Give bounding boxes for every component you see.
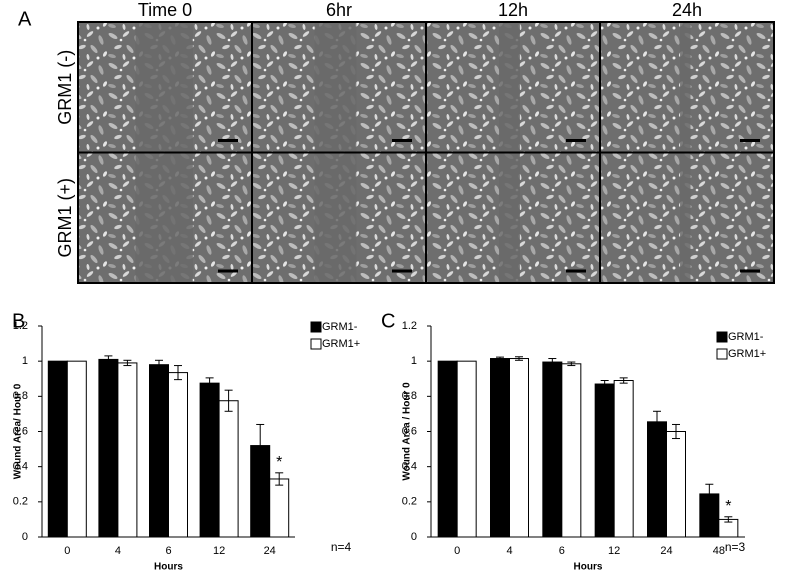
- bar: [98, 358, 119, 538]
- y-tick-label: 1.2: [13, 320, 28, 332]
- wound-gap: [680, 152, 691, 283]
- bar: [66, 360, 87, 538]
- bar: [613, 380, 634, 538]
- error-bar: [548, 358, 557, 367]
- y-tick-label: 1: [411, 355, 417, 367]
- wound-gap: [314, 152, 357, 283]
- wound-gap: [499, 152, 520, 283]
- error-bar: [600, 380, 609, 389]
- legend-swatch: [310, 321, 322, 333]
- x-tick-label: 0: [64, 545, 70, 557]
- bar: [490, 358, 510, 538]
- x-tick-label: 12: [608, 545, 620, 557]
- wound-gap: [499, 22, 520, 153]
- bar: [199, 382, 220, 538]
- error-bar: [123, 359, 132, 367]
- error-bar: [205, 377, 214, 389]
- y-tick-label: 0.2: [13, 496, 28, 508]
- bar: [456, 360, 477, 538]
- x-tick-label: 24: [264, 545, 276, 557]
- bar: [149, 364, 169, 538]
- error-bar: [724, 516, 733, 523]
- y-tick-label: 0.6: [13, 425, 28, 437]
- bar: [509, 358, 529, 538]
- bar: [269, 478, 290, 538]
- row-label: GRM1 (+): [55, 178, 75, 258]
- annotation: *: [276, 454, 282, 471]
- legend-swatch: [310, 338, 322, 350]
- micrograph-frame: [599, 151, 775, 284]
- error-bar: [567, 361, 576, 367]
- column-header: Time 0: [138, 0, 192, 20]
- y-tick-label: 0.6: [402, 425, 417, 437]
- y-tick-label: 1.2: [402, 320, 417, 332]
- bar: [437, 360, 458, 538]
- wound-gap: [135, 152, 193, 283]
- legend-label: GRM1+: [322, 338, 360, 350]
- column-header: 12h: [498, 0, 528, 20]
- panel-label: A: [18, 8, 32, 30]
- y-axis-title: Wound Area/ Hour 0: [13, 383, 24, 479]
- y-tick-label: 0: [411, 531, 417, 543]
- panel-label: B: [12, 310, 25, 332]
- x-tick-label: 6: [165, 545, 171, 557]
- error-bar: [104, 355, 113, 364]
- bar: [47, 360, 68, 538]
- error-bar: [705, 483, 714, 505]
- error-bar: [275, 472, 284, 486]
- annotation: *: [725, 498, 731, 515]
- y-tick-label: 0.2: [402, 496, 417, 508]
- x-tick-label: 0: [454, 545, 460, 557]
- error-bar: [174, 365, 182, 381]
- error-bar: [672, 423, 680, 440]
- row-label: GRM1 (-): [55, 50, 75, 125]
- x-tick-label: 24: [660, 545, 672, 557]
- note: n=4: [331, 540, 352, 554]
- y-tick-label: 1: [22, 355, 28, 367]
- bar: [594, 383, 615, 538]
- panel-label: C: [381, 310, 395, 332]
- y-tick-label: 0.4: [402, 461, 417, 473]
- error-bar: [256, 423, 265, 468]
- column-header: 24h: [672, 0, 702, 20]
- y-tick-label: 0.8: [402, 390, 417, 402]
- bar: [647, 421, 667, 538]
- x-tick-label: 12: [213, 545, 225, 557]
- legend-label: GRM1-: [728, 331, 764, 343]
- x-tick-label: 4: [506, 545, 512, 557]
- note: n=3: [725, 540, 746, 554]
- column-header: 6hr: [326, 0, 352, 20]
- error-bar: [653, 410, 661, 433]
- error-bar: [155, 359, 163, 370]
- error-bar: [224, 389, 233, 412]
- error-bar: [515, 356, 523, 361]
- bar: [117, 362, 138, 538]
- x-tick-label: 48: [713, 545, 725, 557]
- legend-label: GRM1-: [322, 321, 358, 333]
- x-tick-label: 4: [115, 545, 121, 557]
- x-tick-label: 6: [559, 545, 565, 557]
- bar: [561, 363, 582, 538]
- wound-gap: [680, 22, 691, 153]
- bar: [168, 372, 188, 538]
- x-axis-title: Hours: [574, 562, 603, 573]
- bar: [218, 400, 239, 538]
- y-tick-label: 0.8: [13, 390, 28, 402]
- y-axis-title: Wound Area / Hour 0: [402, 382, 413, 481]
- error-bar: [619, 377, 628, 384]
- y-tick-label: 0: [22, 531, 28, 543]
- wound-gap: [135, 22, 193, 153]
- legend-label: GRM1+: [728, 348, 766, 360]
- legend-swatch: [716, 331, 728, 343]
- wound-gap: [314, 22, 357, 153]
- legend-swatch: [716, 348, 728, 360]
- error-bar: [496, 356, 504, 361]
- y-tick-label: 0.4: [13, 461, 28, 473]
- bar: [542, 361, 563, 538]
- x-axis-title: Hours: [154, 562, 183, 573]
- bar: [666, 431, 686, 538]
